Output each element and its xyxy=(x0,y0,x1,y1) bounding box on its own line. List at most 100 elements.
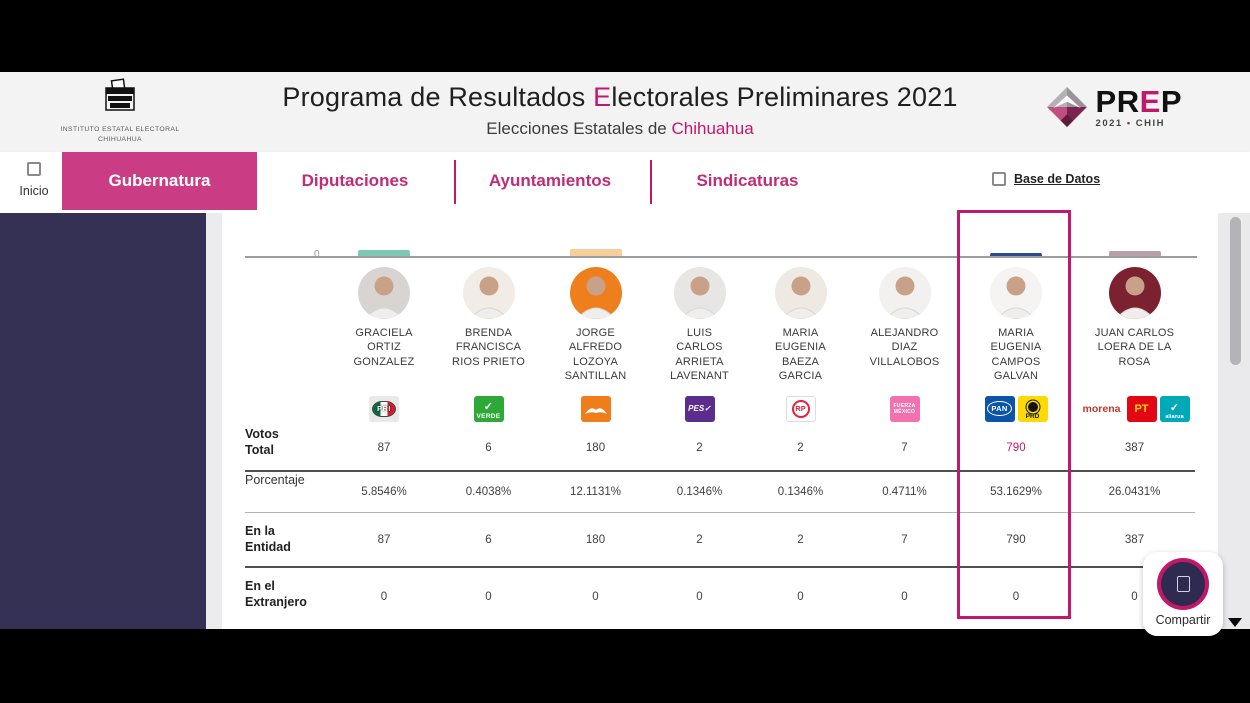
scrollbar-track xyxy=(1218,213,1250,629)
candidate-card[interactable]: GRACIELA ORTIZ GONZALEZ xyxy=(333,263,435,391)
row-label-en-el-extranjero: En el Extranjero xyxy=(245,579,307,610)
votes-total-value: 6 xyxy=(485,442,492,454)
chart-mini-bar xyxy=(990,253,1042,256)
en-entidad-value: 790 xyxy=(1006,533,1026,546)
party-logos: morena PT ✓ alianza xyxy=(1074,391,1195,426)
candidate-photo xyxy=(990,267,1042,319)
candidate-name: JORGE ALFREDO LOZOYA SANTILLAN xyxy=(564,327,627,382)
en-extranjero-value: 0 xyxy=(1131,590,1138,603)
en-entidad-value: 87 xyxy=(377,533,391,546)
ballot-box-icon xyxy=(105,78,135,111)
porcentaje-value: 0.4711% xyxy=(882,486,927,498)
candidate-card[interactable]: ALEJANDRO DIAZ VILLALOBOS xyxy=(851,263,958,391)
page-header: INSTITUTO ESTATAL ELECTORAL CHIHUAHUA Pr… xyxy=(0,72,1250,152)
en-extranjero-value: 0 xyxy=(592,590,599,603)
votes-total-value: 180 xyxy=(585,442,606,454)
row-label-porcentaje: Porcentaje xyxy=(245,473,305,487)
prep-logo: PREP 2021 • CHIH xyxy=(1046,86,1182,129)
party-logos: FUERZA MÉXICO xyxy=(851,391,958,426)
candidate-card[interactable]: MARIA EUGENIA CAMPOS GALVAN xyxy=(958,263,1074,391)
home-icon xyxy=(27,162,41,176)
party-logo-prd: PRD xyxy=(1017,395,1048,422)
candidate-card[interactable]: LUIS CARLOS ARRIETA LAVENANT xyxy=(649,263,750,391)
candidate-card[interactable]: MARIA EUGENIA BAEZA GARCIA xyxy=(750,263,851,391)
votes-total-value: 2 xyxy=(696,442,703,454)
en-entidad-value: 6 xyxy=(485,533,492,546)
party-logo-rsp: RP xyxy=(785,395,816,422)
party-logos: ✓ VERDE xyxy=(435,391,542,426)
share-card: Compartir xyxy=(1143,552,1223,636)
left-sidebar xyxy=(0,213,206,629)
candidate-card[interactable]: JUAN CARLOS LOERA DE LA ROSA xyxy=(1074,263,1195,391)
iee-logo-line2: CHIHUAHUA xyxy=(97,136,142,144)
candidate-name: GRACIELA ORTIZ GONZALEZ xyxy=(353,327,415,368)
row-label-en-la-entidad: En la Entidad xyxy=(245,524,291,555)
candidate-photo xyxy=(1108,267,1161,319)
inicio-label: Inicio xyxy=(19,184,49,198)
candidate-card[interactable]: JORGE ALFREDO LOZOYA SANTILLAN xyxy=(542,263,649,391)
candidate-card[interactable]: BRENDA FRANCISCA RIOS PRIETO xyxy=(435,263,542,391)
candidate-name: JUAN CARLOS LOERA DE LA ROSA xyxy=(1094,327,1175,368)
party-logos: RP xyxy=(750,391,851,426)
page-subtitle: Elecciones Estatales de Chihuahua xyxy=(486,119,754,138)
row-label-votos-total: Votos Total xyxy=(245,427,279,458)
chart-axis-line xyxy=(245,256,1197,258)
tab-ayuntamientos[interactable]: Ayuntamientos xyxy=(488,171,612,190)
en-entidad-value: 7 xyxy=(901,533,908,546)
caret-down-icon[interactable] xyxy=(1228,618,1242,627)
main-navigation: Inicio Gubernatura Diputaciones Ayuntami… xyxy=(0,152,1250,213)
divider xyxy=(245,470,1195,472)
candidate-photo xyxy=(774,267,827,319)
candidate-photo xyxy=(673,267,726,319)
tab-sindicaturas[interactable]: Sindicaturas xyxy=(696,171,799,190)
share-button[interactable] xyxy=(1157,558,1209,610)
results-table: GRACIELA ORTIZ GONZALEZ BRENDA FRANCISCA RIO… xyxy=(245,263,1195,625)
results-panel: 0 GRACIELA ORTIZ GONZALEZ BRENDA FRANCISCA R… xyxy=(222,210,1218,629)
page-title: Programa de Resultados Electorales Preli… xyxy=(282,82,958,112)
candidate-name: ALEJANDRO DIAZ VILLALOBOS xyxy=(869,327,940,368)
content-area: 0 GRACIELA ORTIZ GONZALEZ BRENDA FRANCISCA R… xyxy=(0,210,1250,636)
base-de-datos-link[interactable]: Base de Datos xyxy=(992,172,1100,186)
chart-zero-label: 0 xyxy=(314,249,320,260)
candidate-photo xyxy=(878,267,931,319)
logos-row-label xyxy=(245,391,333,426)
porcentaje-value: 0.1346% xyxy=(777,486,824,498)
party-logo-morena: morena xyxy=(1082,402,1121,415)
scrollbar-thumb[interactable] xyxy=(1230,217,1241,365)
chart-mini-bar xyxy=(358,250,410,256)
table-corner xyxy=(245,263,333,391)
votes-total-value: 87 xyxy=(377,442,391,454)
nav-item-inicio[interactable]: Inicio xyxy=(14,162,54,198)
en-entidad-value: 2 xyxy=(797,533,804,546)
iee-logo: INSTITUTO ESTATAL ELECTORAL CHIHUAHUA xyxy=(55,78,185,145)
tab-diputaciones[interactable]: Diputaciones xyxy=(301,171,409,190)
iee-logo-line1: INSTITUTO ESTATAL ELECTORAL xyxy=(60,126,180,133)
party-logos xyxy=(542,391,649,426)
candidate-photo xyxy=(569,267,622,319)
candidate-photo xyxy=(358,267,410,319)
porcentaje-value: 53.1629% xyxy=(990,486,1042,498)
share-label: Compartir xyxy=(1155,613,1211,627)
divider xyxy=(245,512,1195,513)
candidate-name: LUIS CARLOS ARRIETA LAVENANT xyxy=(670,327,729,382)
en-entidad-value: 387 xyxy=(1124,533,1145,546)
tab-gubernatura[interactable]: Gubernatura xyxy=(62,152,257,210)
en-extranjero-value: 0 xyxy=(696,590,703,603)
candidate-photo xyxy=(462,267,515,319)
candidate-name: BRENDA FRANCISCA RIOS PRIETO xyxy=(452,327,525,368)
porcentaje-value: 5.8546% xyxy=(361,486,407,498)
en-extranjero-value: 0 xyxy=(797,590,804,603)
en-extranjero-value: 0 xyxy=(380,590,388,603)
votes-total-value: 7 xyxy=(901,442,908,454)
party-logos: PES✓ xyxy=(649,391,750,426)
party-logo-fxm: FUERZA MÉXICO xyxy=(889,395,920,422)
party-logo-pt: PT xyxy=(1126,395,1157,422)
en-extranjero-value: 0 xyxy=(901,590,908,603)
porcentaje-value: 26.0431% xyxy=(1108,486,1161,498)
candidate-name: MARIA EUGENIA CAMPOS GALVAN xyxy=(990,327,1042,382)
votes-total-value: 387 xyxy=(1124,442,1145,454)
en-extranjero-value: 0 xyxy=(485,590,492,603)
candidate-name: MARIA EUGENIA BAEZA GARCIA xyxy=(775,327,826,382)
prep-wordmark: PREP xyxy=(1095,84,1182,119)
chart-mini-bar xyxy=(1108,251,1161,256)
